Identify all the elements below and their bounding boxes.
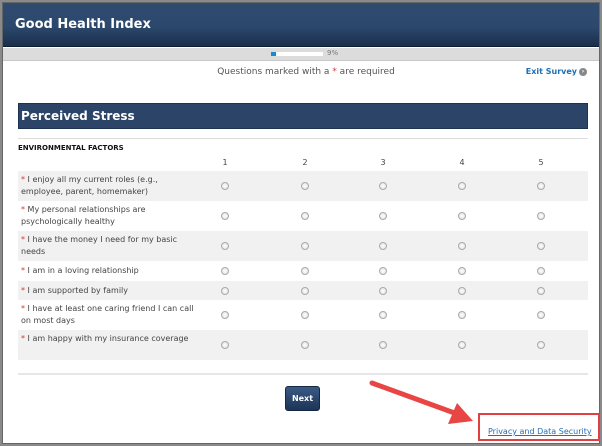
radio-option-5[interactable] [537, 242, 545, 250]
radio-option-3[interactable] [379, 212, 387, 220]
required-text-end: are required [336, 67, 395, 77]
radio-option-4[interactable] [458, 341, 466, 349]
scale-header-4: 4 [459, 158, 465, 167]
radio-option-2[interactable] [301, 267, 309, 275]
required-asterisk: * [21, 334, 28, 343]
header: Good Health Index [3, 3, 599, 47]
divider [18, 373, 588, 375]
privacy-link[interactable]: Privacy and Data Security [478, 413, 600, 441]
category-label: ENVIRONMENTAL FACTORS [18, 144, 124, 152]
required-note: Questions marked with a * are required [3, 67, 599, 77]
progress-bar [271, 52, 323, 56]
progress-band: 9% [3, 48, 599, 61]
required-asterisk: * [21, 285, 28, 295]
radio-option-5[interactable] [537, 286, 545, 295]
chevron-right-icon: › [579, 67, 587, 76]
question-text: * I have the money I need for my basic n… [21, 234, 201, 258]
radio-option-5[interactable] [537, 182, 545, 190]
question-text: * I am happy with my insurance coverage [21, 333, 201, 345]
radio-option-5[interactable] [537, 267, 545, 275]
question-text: * I have at least one caring friend I ca… [21, 303, 201, 327]
required-asterisk: * [21, 175, 28, 184]
required-asterisk: * [21, 304, 28, 313]
progress-fill [271, 52, 276, 56]
next-button[interactable]: Next [285, 386, 320, 411]
radio-option-1[interactable] [221, 182, 229, 190]
exit-survey-label: Exit Survey [525, 67, 577, 76]
question-label: I am supported by family [27, 285, 128, 295]
radio-option-1[interactable] [221, 341, 229, 349]
question-row: * I have the money I need for my basic n… [18, 231, 588, 261]
radio-option-4[interactable] [458, 242, 466, 250]
required-asterisk: * [21, 205, 28, 214]
radio-option-2[interactable] [301, 242, 309, 250]
radio-option-4[interactable] [458, 182, 466, 190]
radio-option-2[interactable] [301, 286, 309, 295]
scale-header-1: 1 [222, 158, 228, 167]
radio-option-1[interactable] [221, 311, 229, 319]
question-row: * I enjoy all my current roles (e.g., em… [18, 171, 588, 201]
required-asterisk: * [21, 266, 28, 275]
radio-option-4[interactable] [458, 267, 466, 275]
radio-option-5[interactable] [537, 212, 545, 220]
question-row: * I am happy with my insurance coverage [18, 330, 588, 360]
radio-option-4[interactable] [458, 311, 466, 319]
radio-option-1[interactable] [221, 212, 229, 220]
question-text: * I am in a loving relationship [21, 265, 201, 277]
radio-option-2[interactable] [301, 341, 309, 349]
scale-header-5: 5 [538, 158, 544, 167]
asterisk: * [332, 67, 337, 77]
radio-option-4[interactable] [458, 286, 466, 295]
radio-option-1[interactable] [221, 242, 229, 250]
exit-survey-link[interactable]: Exit Survey › [526, 67, 587, 76]
question-text: * I am supported by family [21, 285, 201, 297]
radio-option-3[interactable] [379, 341, 387, 349]
question-text: * I enjoy all my current roles (e.g., em… [21, 174, 201, 198]
divider [18, 138, 588, 139]
red-arrow-annotation [369, 380, 473, 424]
scale-header-2: 2 [302, 158, 308, 167]
question-label: My personal relationships are psychologi… [21, 205, 146, 226]
question-text: * My personal relationships are psycholo… [21, 204, 201, 228]
question-label: I am happy with my insurance coverage [27, 334, 189, 343]
radio-option-2[interactable] [301, 182, 309, 190]
question-row: * I have at least one caring friend I ca… [18, 300, 588, 330]
radio-option-3[interactable] [379, 242, 387, 250]
progress-label: 9% [327, 49, 339, 57]
question-row: * I am in a loving relationship [18, 261, 588, 281]
required-asterisk: * [21, 235, 28, 244]
survey-title: Good Health Index [15, 17, 151, 32]
question-label: I am in a loving relationship [27, 266, 139, 275]
section-title: Perceived Stress [18, 103, 588, 129]
radio-option-3[interactable] [379, 182, 387, 190]
question-label: I have at least one caring friend I can … [21, 304, 194, 325]
radio-option-3[interactable] [379, 286, 387, 295]
question-row: * My personal relationships are psycholo… [18, 201, 588, 231]
radio-option-5[interactable] [537, 311, 545, 319]
radio-option-2[interactable] [301, 311, 309, 319]
scale-header-3: 3 [380, 158, 386, 167]
radio-option-5[interactable] [537, 341, 545, 349]
question-label: I enjoy all my current roles (e.g., empl… [21, 175, 158, 196]
required-text: Questions marked with a [217, 67, 333, 77]
question-row: * I am supported by family [18, 281, 588, 300]
radio-option-3[interactable] [379, 311, 387, 319]
radio-option-4[interactable] [458, 212, 466, 220]
radio-option-2[interactable] [301, 212, 309, 220]
radio-option-1[interactable] [221, 286, 229, 295]
radio-option-3[interactable] [379, 267, 387, 275]
radio-option-1[interactable] [221, 267, 229, 275]
question-label: I have the money I need for my basic nee… [21, 235, 178, 256]
